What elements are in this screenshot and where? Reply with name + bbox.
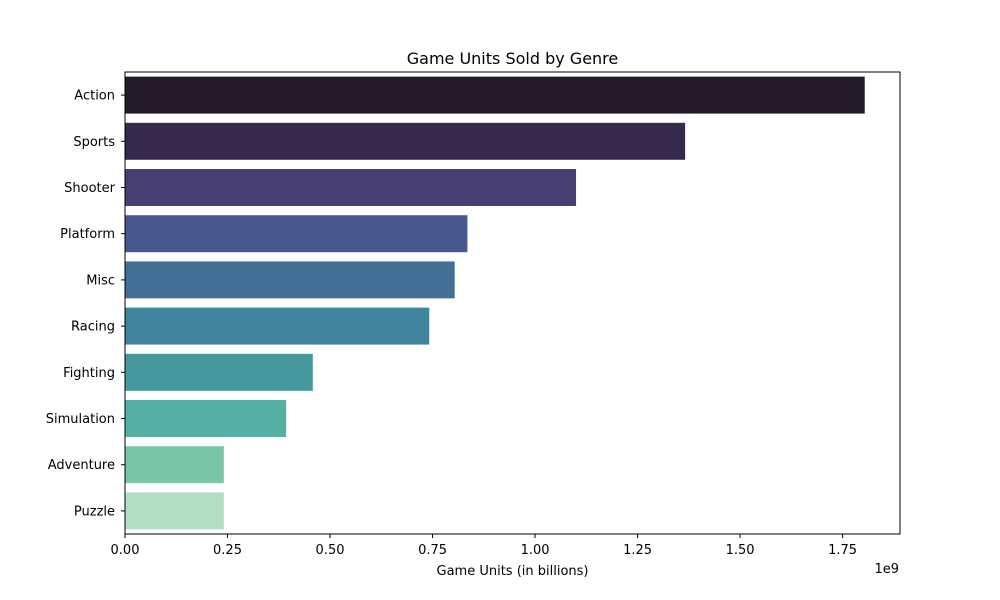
- bar-action: [125, 76, 865, 114]
- bar-simulation: [125, 400, 287, 437]
- x-tick-label: 0.50: [316, 543, 345, 558]
- chart-title: Game Units Sold by Genre: [407, 49, 619, 68]
- x-tick-label: 0.25: [213, 543, 242, 558]
- x-axis-offset-text: 1e9: [874, 562, 899, 577]
- bar-puzzle: [125, 492, 224, 530]
- bar-platform: [125, 215, 468, 253]
- x-axis-label: Game Units (in billions): [437, 564, 589, 579]
- bar-sports: [125, 122, 686, 160]
- y-tick-label: Action: [74, 89, 115, 104]
- y-tick-label: Simulation: [46, 412, 115, 427]
- x-tick-label: 1.25: [623, 543, 652, 558]
- plot-frame: [124, 71, 901, 535]
- y-axis: Action Sports Shooter Platform Misc Racing Fig…: [46, 89, 125, 519]
- bar-misc: [125, 261, 455, 299]
- x-tick-label: 0.75: [418, 543, 447, 558]
- y-tick-label: Misc: [86, 273, 115, 288]
- x-axis: 0.00 0.25 0.50 0.75 1.00 1.25 1.50 1.75: [111, 534, 857, 558]
- y-tick-label: Fighting: [63, 366, 115, 381]
- bar-racing: [125, 307, 430, 345]
- x-tick-label: 0.00: [111, 543, 140, 558]
- y-tick-label: Platform: [60, 227, 115, 242]
- y-tick-label: Puzzle: [74, 504, 115, 519]
- y-tick-label: Sports: [73, 135, 115, 150]
- bar-adventure: [125, 446, 224, 484]
- bar-shooter: [125, 169, 577, 206]
- x-tick-label: 1.75: [828, 543, 857, 558]
- bars-layer: [125, 76, 865, 530]
- bar-fighting: [125, 353, 313, 391]
- y-tick-label: Shooter: [64, 181, 115, 196]
- y-tick-label: Adventure: [48, 458, 115, 473]
- x-tick-label: 1.50: [726, 543, 755, 558]
- y-tick-label: Racing: [71, 320, 115, 335]
- x-tick-label: 1.00: [521, 543, 550, 558]
